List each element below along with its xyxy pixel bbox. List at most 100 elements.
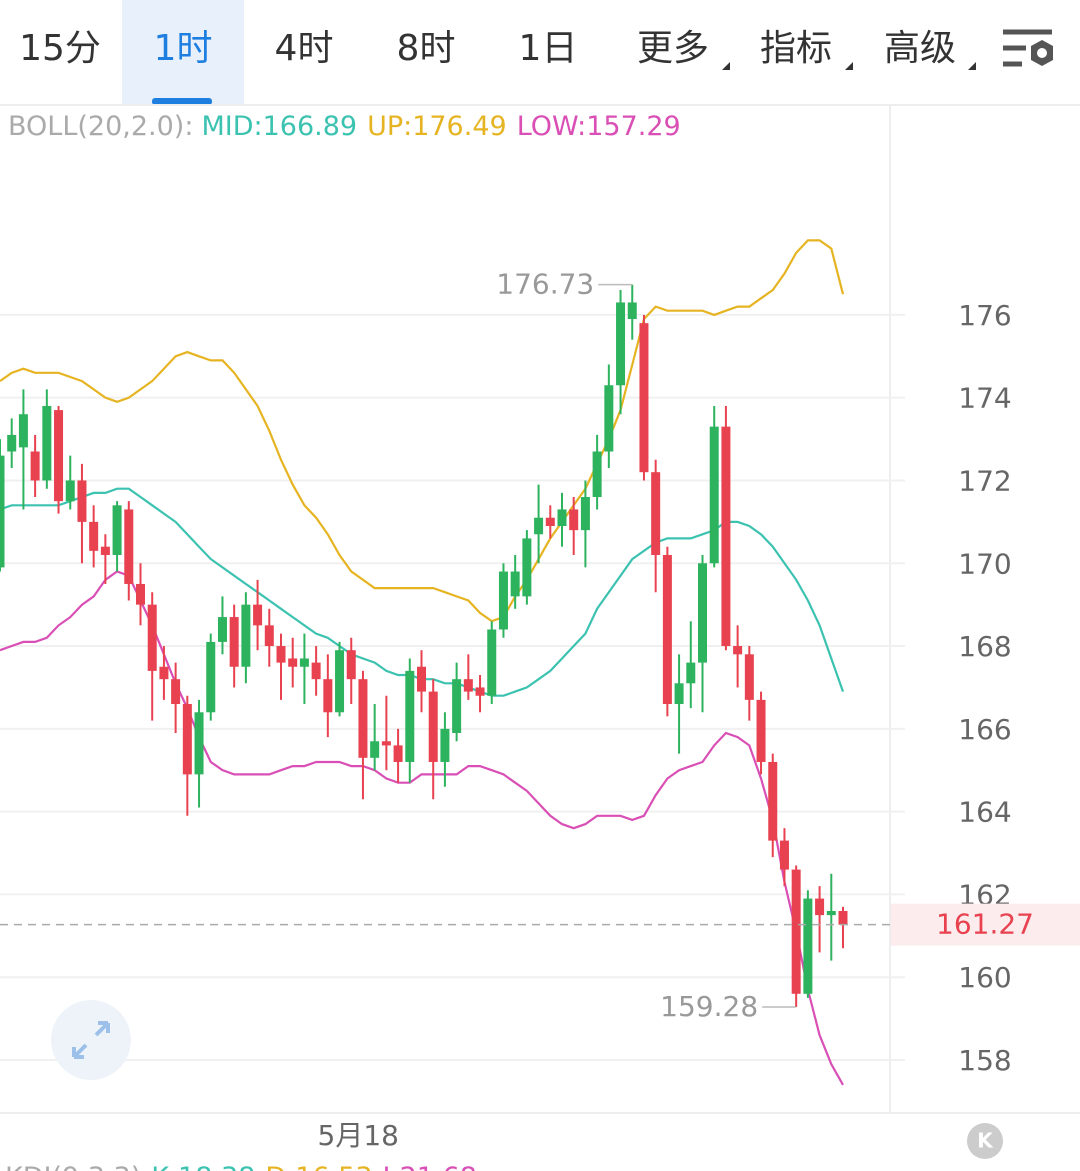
kdj-d: D:16.53 bbox=[265, 1162, 372, 1171]
tab[interactable]: 高级 bbox=[884, 28, 956, 69]
candle-body bbox=[475, 687, 485, 696]
candle-body bbox=[417, 666, 426, 692]
candle-body bbox=[241, 604, 251, 667]
kdj-j: J:21.68 bbox=[381, 1162, 477, 1171]
candle-body bbox=[7, 434, 17, 452]
y-tick-label: 172 bbox=[958, 464, 1011, 497]
candle-body bbox=[30, 451, 40, 481]
boll-name: BOLL(20,2.0): bbox=[8, 111, 193, 142]
kdj-name: KDJ(9,3,3) bbox=[5, 1162, 141, 1171]
candle-body bbox=[229, 617, 239, 667]
candle-body bbox=[77, 480, 87, 522]
candle-body bbox=[171, 679, 181, 705]
candle-body bbox=[405, 670, 415, 762]
candle-body bbox=[159, 666, 169, 680]
candle-body bbox=[264, 625, 274, 647]
candle-body bbox=[452, 679, 462, 733]
x-tick-label: 5月18 bbox=[318, 1119, 399, 1152]
active-tab-bg bbox=[122, 0, 244, 105]
boll-legend: BOLL(20,2.0): MID:166.89 UP:176.49 LOW:157.… bbox=[8, 111, 681, 142]
k-button[interactable] bbox=[967, 1123, 1003, 1159]
candle-body bbox=[815, 898, 825, 916]
candle-body bbox=[510, 571, 520, 597]
tab[interactable]: 更多 bbox=[637, 28, 709, 69]
candle-body bbox=[522, 538, 532, 597]
active-tab-indicator bbox=[152, 98, 212, 105]
boll-line bbox=[0, 239, 845, 623]
fullscreen-button[interactable] bbox=[51, 1000, 131, 1080]
candle-body bbox=[569, 509, 579, 531]
tab[interactable]: 15分 bbox=[19, 28, 101, 69]
candle-body bbox=[253, 604, 263, 626]
y-tick-label: 164 bbox=[958, 796, 1011, 829]
candle-body bbox=[709, 426, 719, 564]
candle-body bbox=[65, 480, 75, 502]
candle-body bbox=[487, 629, 497, 696]
candle-body bbox=[580, 497, 590, 531]
y-tick-label: 166 bbox=[958, 713, 1011, 746]
candle-body bbox=[370, 741, 380, 758]
candle-body bbox=[662, 554, 672, 705]
kdj-legend: KDJ(9,3,3) K:18.38 D:16.53 J:21.68 bbox=[5, 1162, 477, 1171]
candle-body bbox=[838, 910, 848, 925]
max-label: 176.73 bbox=[496, 268, 594, 301]
candle-body bbox=[0, 455, 5, 568]
candle-body bbox=[698, 563, 707, 663]
tab[interactable]: 8时 bbox=[397, 28, 456, 69]
candle-body bbox=[136, 583, 145, 605]
candle-body bbox=[592, 451, 602, 498]
tab[interactable]: 1时 bbox=[154, 28, 213, 69]
boll-mid: MID:166.89 bbox=[201, 111, 357, 142]
y-tick-label: 174 bbox=[958, 382, 1011, 415]
kdj-k: K:18.38 bbox=[151, 1162, 255, 1171]
candle-body bbox=[779, 840, 789, 870]
fullscreen-icon bbox=[72, 1021, 110, 1059]
candle-body bbox=[100, 546, 110, 555]
candle-body bbox=[721, 426, 731, 647]
candle-body bbox=[428, 691, 438, 762]
candle-body bbox=[616, 302, 626, 386]
min-label: 159.28 bbox=[660, 990, 758, 1023]
candle-body bbox=[463, 679, 473, 692]
candle-body bbox=[733, 646, 743, 655]
candle-body bbox=[393, 745, 403, 762]
tab[interactable]: 指标 bbox=[760, 28, 832, 69]
y-tick-label: 168 bbox=[958, 630, 1011, 663]
boll-up: UP:176.49 bbox=[367, 111, 507, 142]
y-tick-label: 170 bbox=[958, 547, 1011, 580]
candle-body bbox=[534, 517, 544, 535]
candle-body bbox=[358, 679, 368, 758]
candle-body bbox=[803, 898, 813, 994]
last-price-box bbox=[891, 903, 1080, 946]
candle-body bbox=[744, 654, 754, 700]
candle-body bbox=[674, 683, 684, 705]
candle-body bbox=[557, 509, 567, 527]
candle-body bbox=[299, 658, 309, 667]
boll-low: LOW:157.29 bbox=[517, 111, 681, 142]
candle-body bbox=[791, 869, 801, 994]
settings-icon[interactable] bbox=[1003, 29, 1053, 67]
y-tick-label: 158 bbox=[958, 1044, 1011, 1077]
candle-body bbox=[604, 385, 614, 452]
candle-body bbox=[124, 509, 134, 584]
y-tick-label: 176 bbox=[958, 299, 1011, 332]
candle-body bbox=[89, 521, 99, 551]
candle-body bbox=[206, 641, 216, 713]
candle-body bbox=[112, 505, 122, 555]
candle-body bbox=[627, 302, 637, 320]
y-tick-label: 160 bbox=[958, 961, 1011, 994]
candle-body bbox=[639, 323, 649, 473]
tab[interactable]: 4时 bbox=[275, 28, 334, 69]
candle-body bbox=[42, 405, 52, 481]
candle-body bbox=[18, 414, 28, 448]
candle-body bbox=[756, 699, 766, 762]
candle-body bbox=[288, 658, 298, 667]
tab[interactable]: 1日 bbox=[519, 28, 578, 69]
last-price-label: 161.27 bbox=[936, 908, 1034, 941]
candle-body bbox=[182, 704, 192, 775]
candle-body bbox=[54, 410, 64, 502]
candle-body bbox=[440, 728, 450, 762]
candle-body bbox=[194, 712, 204, 775]
candle-body bbox=[346, 650, 356, 680]
